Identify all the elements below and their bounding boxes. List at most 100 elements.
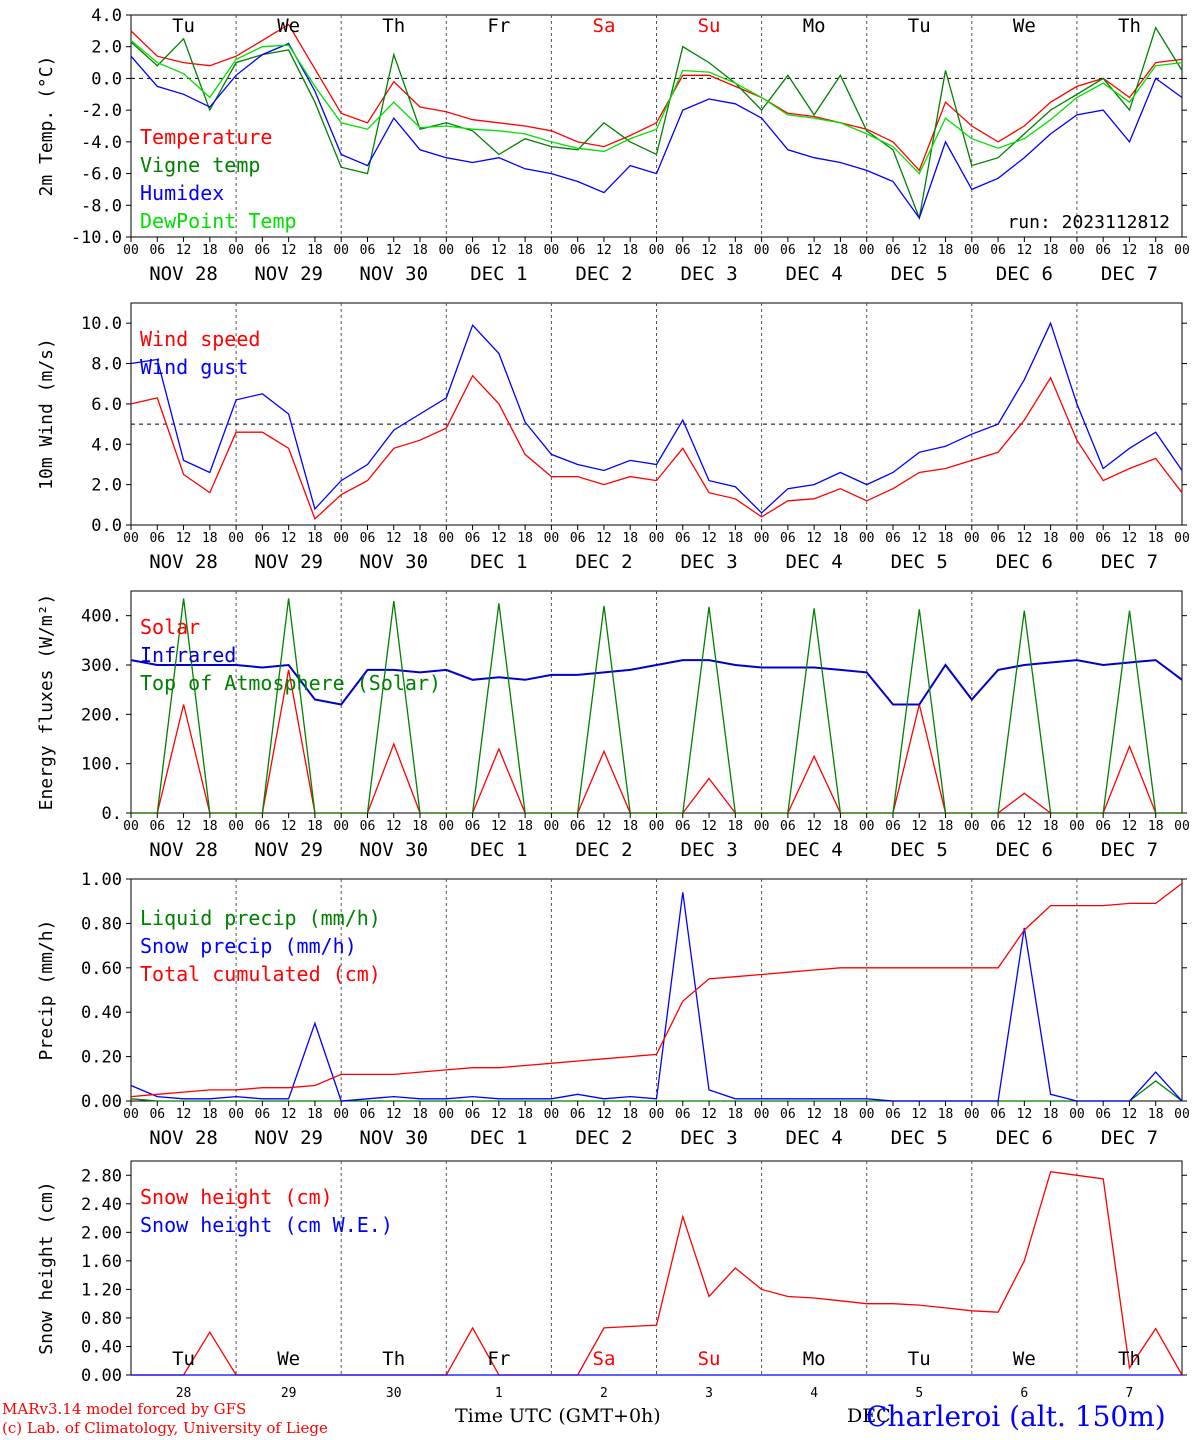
date-label: DEC 5 (891, 551, 948, 573)
hour-tick-label: 06 (360, 1107, 376, 1122)
date-label: DEC 6 (996, 263, 1053, 285)
hour-tick-label: 00 (964, 531, 980, 546)
hour-tick-label: 06 (780, 819, 796, 834)
hour-tick-label: 12 (806, 1107, 822, 1122)
hour-tick-label: 00 (228, 243, 244, 258)
hour-tick-label: 06 (990, 1107, 1006, 1122)
hour-tick-label: 12 (1122, 243, 1138, 258)
hour-tick-label: 00 (859, 243, 875, 258)
hour-tick-label: 12 (176, 819, 192, 834)
hour-tick-label: 00 (333, 819, 349, 834)
bottom-day-name: Mo (803, 1348, 826, 1370)
date-label: DEC 5 (891, 263, 948, 285)
hour-tick-label: 18 (412, 531, 428, 546)
hour-tick-label: 06 (885, 243, 901, 258)
hour-tick-label: 00 (754, 531, 770, 546)
hour-tick-label: 06 (149, 531, 165, 546)
hour-tick-label: 06 (990, 819, 1006, 834)
bottom-day-name: Sa (593, 1348, 616, 1370)
hour-tick-label: 18 (727, 531, 743, 546)
date-label: DEC 2 (575, 1127, 632, 1149)
hour-tick-label: 00 (544, 819, 560, 834)
hour-tick-label: 18 (622, 1107, 638, 1122)
date-label: NOV 30 (359, 551, 428, 573)
panel4-legend-entry: Total cumulated (cm) (140, 962, 381, 986)
hour-tick-label: 12 (1122, 531, 1138, 546)
panel1-y-tick-label: -6.0 (81, 165, 122, 185)
hour-tick-label: 06 (149, 1107, 165, 1122)
hour-tick-label: 12 (386, 531, 402, 546)
hour-tick-label: 12 (596, 531, 612, 546)
date-label: NOV 29 (254, 1127, 323, 1149)
hour-tick-label: 12 (701, 819, 717, 834)
panel5-y-tick-label: 0.80 (81, 1309, 122, 1329)
hour-tick-label: 00 (649, 819, 665, 834)
date-label: DEC 6 (996, 551, 1053, 573)
bottom-day-number: 30 (386, 1386, 402, 1401)
hour-tick-label: 12 (701, 243, 717, 258)
top-day-name: Su (698, 15, 721, 37)
hour-tick-label: 18 (1043, 243, 1059, 258)
panel4-series-snow-precip-mm-h- (130, 892, 1183, 1102)
panel1-y-tick-label: -4.0 (81, 133, 122, 153)
hour-tick-label: 18 (1148, 819, 1164, 834)
hour-tick-label: 06 (1095, 243, 1111, 258)
date-label: DEC 5 (891, 839, 948, 861)
date-label: NOV 30 (359, 1127, 428, 1149)
hour-tick-label: 00 (859, 531, 875, 546)
panel1-y-tick-label: 4.0 (91, 6, 122, 26)
date-label: DEC 3 (680, 551, 737, 573)
hour-tick-label: 00 (228, 819, 244, 834)
date-label: DEC 6 (996, 839, 1053, 861)
hour-tick-label: 18 (833, 531, 849, 546)
hour-tick-label: 00 (859, 1107, 875, 1122)
panel1-series-vigne-temp (130, 26, 1183, 221)
hour-tick-label: 06 (149, 819, 165, 834)
hour-tick-label: 06 (1095, 531, 1111, 546)
hour-tick-label: 06 (990, 243, 1006, 258)
date-label: NOV 28 (149, 263, 218, 285)
bottom-day-number: 3 (705, 1386, 713, 1401)
hour-tick-label: 18 (307, 1107, 323, 1122)
hour-tick-label: 06 (465, 1107, 481, 1122)
hour-tick-label: 18 (1043, 531, 1059, 546)
hour-tick-label: 18 (1043, 819, 1059, 834)
panel1-legend-entry: Humidex (140, 181, 224, 205)
hour-tick-label: 12 (281, 243, 297, 258)
panel4-y-tick-label: 0.60 (81, 959, 122, 979)
hour-tick-label: 00 (649, 1107, 665, 1122)
date-label: DEC 1 (470, 839, 527, 861)
panel5-y-axis-label: Snow height (cm) (36, 1181, 57, 1354)
hour-tick-label: 00 (964, 819, 980, 834)
hour-tick-label: 00 (333, 531, 349, 546)
hour-tick-label: 12 (806, 243, 822, 258)
hour-tick-label: 18 (307, 243, 323, 258)
panel2-series-wind-gust (130, 321, 1183, 514)
hour-tick-label: 18 (307, 531, 323, 546)
hour-tick-label: 18 (517, 1107, 533, 1122)
panel3-y-tick-label: 200. (81, 705, 122, 725)
hour-tick-label: 18 (517, 819, 533, 834)
hour-tick-label: 06 (465, 531, 481, 546)
hour-tick-label: 12 (1122, 819, 1138, 834)
date-label: NOV 28 (149, 551, 218, 573)
panel5-y-tick-label: 0.00 (81, 1366, 122, 1386)
hour-tick-label: 00 (123, 531, 139, 546)
hour-tick-label: 06 (780, 1107, 796, 1122)
date-label: DEC 2 (575, 551, 632, 573)
panel1-y-axis-label: 2m Temp. (°C) (36, 56, 57, 197)
hour-tick-label: 06 (990, 531, 1006, 546)
top-day-name: Mo (803, 15, 826, 37)
hour-tick-label: 18 (202, 819, 218, 834)
hour-tick-label: 12 (281, 531, 297, 546)
date-label: NOV 28 (149, 1127, 218, 1149)
bottom-day-number: 28 (176, 1386, 192, 1401)
hour-tick-label: 00 (544, 1107, 560, 1122)
hour-tick-label: 06 (885, 1107, 901, 1122)
bottom-day-name: Su (698, 1348, 721, 1370)
date-label: DEC 7 (1101, 263, 1158, 285)
top-day-name: We (1013, 15, 1036, 37)
hour-tick-label: 00 (964, 243, 980, 258)
bottom-day-name: We (277, 1348, 300, 1370)
